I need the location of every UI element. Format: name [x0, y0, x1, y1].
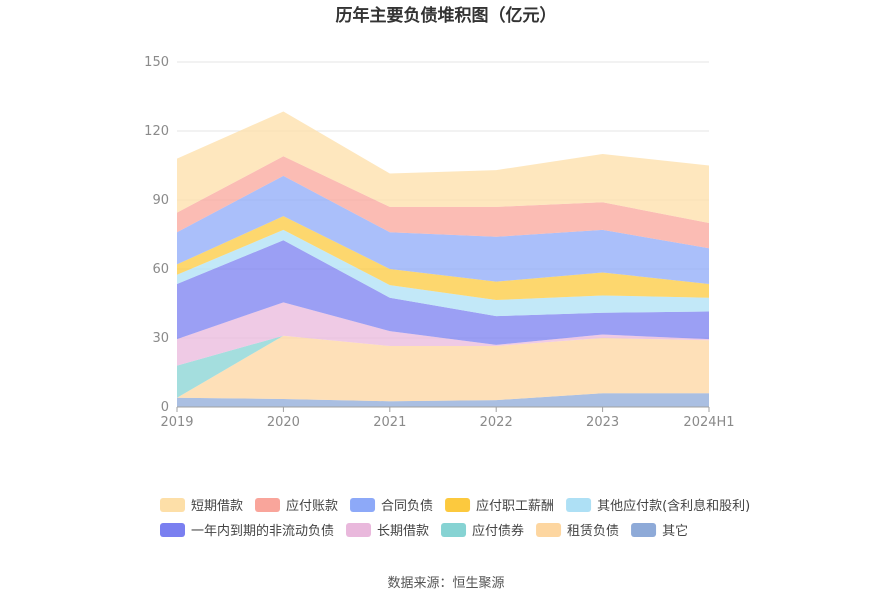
legend-label: 一年内到期的非流动负债 — [191, 523, 334, 539]
legend-swatch — [445, 498, 471, 512]
legend-swatch — [631, 523, 657, 537]
x-tick-label: 2021 — [373, 415, 406, 430]
area-series — [177, 335, 709, 402]
legend-swatch — [536, 523, 562, 537]
legend-item[interactable]: 租赁负债 — [536, 523, 619, 539]
area-series — [177, 156, 709, 249]
area-layer — [177, 111, 709, 407]
legend-swatch — [255, 498, 281, 512]
source-text: 数据来源：恒生聚源 — [387, 576, 504, 591]
legend-label: 短期借款 — [191, 499, 243, 514]
legend-item[interactable]: 一年内到期的非流动负债 — [160, 523, 334, 539]
legend-item[interactable]: 应付账款 — [255, 498, 338, 514]
axes: 0 30 60 90 120 150 2019 2020 2021 2022 2023 2024H1 — [144, 55, 734, 430]
x-tick-label: 2020 — [267, 415, 300, 430]
x-tick-label: 2019 — [160, 415, 193, 430]
legend-label: 租赁负债 — [567, 524, 619, 539]
y-tick-label: 60 — [152, 262, 169, 277]
chart-title: 历年主要负债堆积图（亿元） — [336, 5, 557, 26]
legend-swatch — [441, 523, 467, 537]
legend-item[interactable]: 长期借款 — [346, 523, 429, 539]
x-tick-label: 2024H1 — [683, 415, 734, 430]
area-series — [177, 216, 709, 301]
area-series — [177, 229, 709, 317]
legend-label: 长期借款 — [377, 524, 429, 539]
legend-label: 应付职工薪酬 — [476, 498, 554, 514]
legend-swatch — [350, 498, 376, 512]
legend-swatch — [346, 523, 372, 537]
legend-label: 其他应付款(含利息和股利) — [597, 498, 750, 514]
y-tick-label: 0 — [161, 400, 169, 415]
y-tick-label: 90 — [152, 193, 169, 208]
legend-item[interactable]: 合同负债 — [350, 498, 433, 514]
legend-item[interactable]: 其他应付款(含利息和股利) — [566, 498, 750, 514]
legend-label: 应付账款 — [286, 498, 338, 514]
legend-label: 合同负债 — [381, 499, 433, 514]
x-tick-label: 2023 — [586, 415, 619, 430]
legend-label: 其它 — [662, 523, 688, 539]
legend-item[interactable]: 其它 — [631, 523, 688, 539]
legend-swatch — [566, 498, 592, 512]
area-series — [177, 393, 709, 407]
legend-item[interactable]: 短期借款 — [160, 498, 243, 514]
area-series — [177, 175, 709, 284]
area-series — [177, 240, 709, 345]
y-tick-label: 150 — [144, 55, 169, 70]
legend-item[interactable]: 应付职工薪酬 — [445, 498, 554, 514]
legend-swatch — [160, 523, 185, 537]
legend: 短期借款 应付账款 合同负债 应付职工薪酬 其他应付款(含利息和股利) 一年内到期的非流动… — [160, 498, 750, 539]
legend-label: 应付债券 — [472, 523, 524, 539]
area-series — [177, 302, 709, 366]
legend-item[interactable]: 应付债券 — [441, 523, 524, 539]
y-tick-label: 120 — [144, 124, 169, 139]
legend-swatch — [160, 498, 185, 512]
area-series — [177, 111, 709, 223]
x-tick-label: 2022 — [480, 415, 513, 430]
y-tick-label: 30 — [152, 331, 169, 346]
